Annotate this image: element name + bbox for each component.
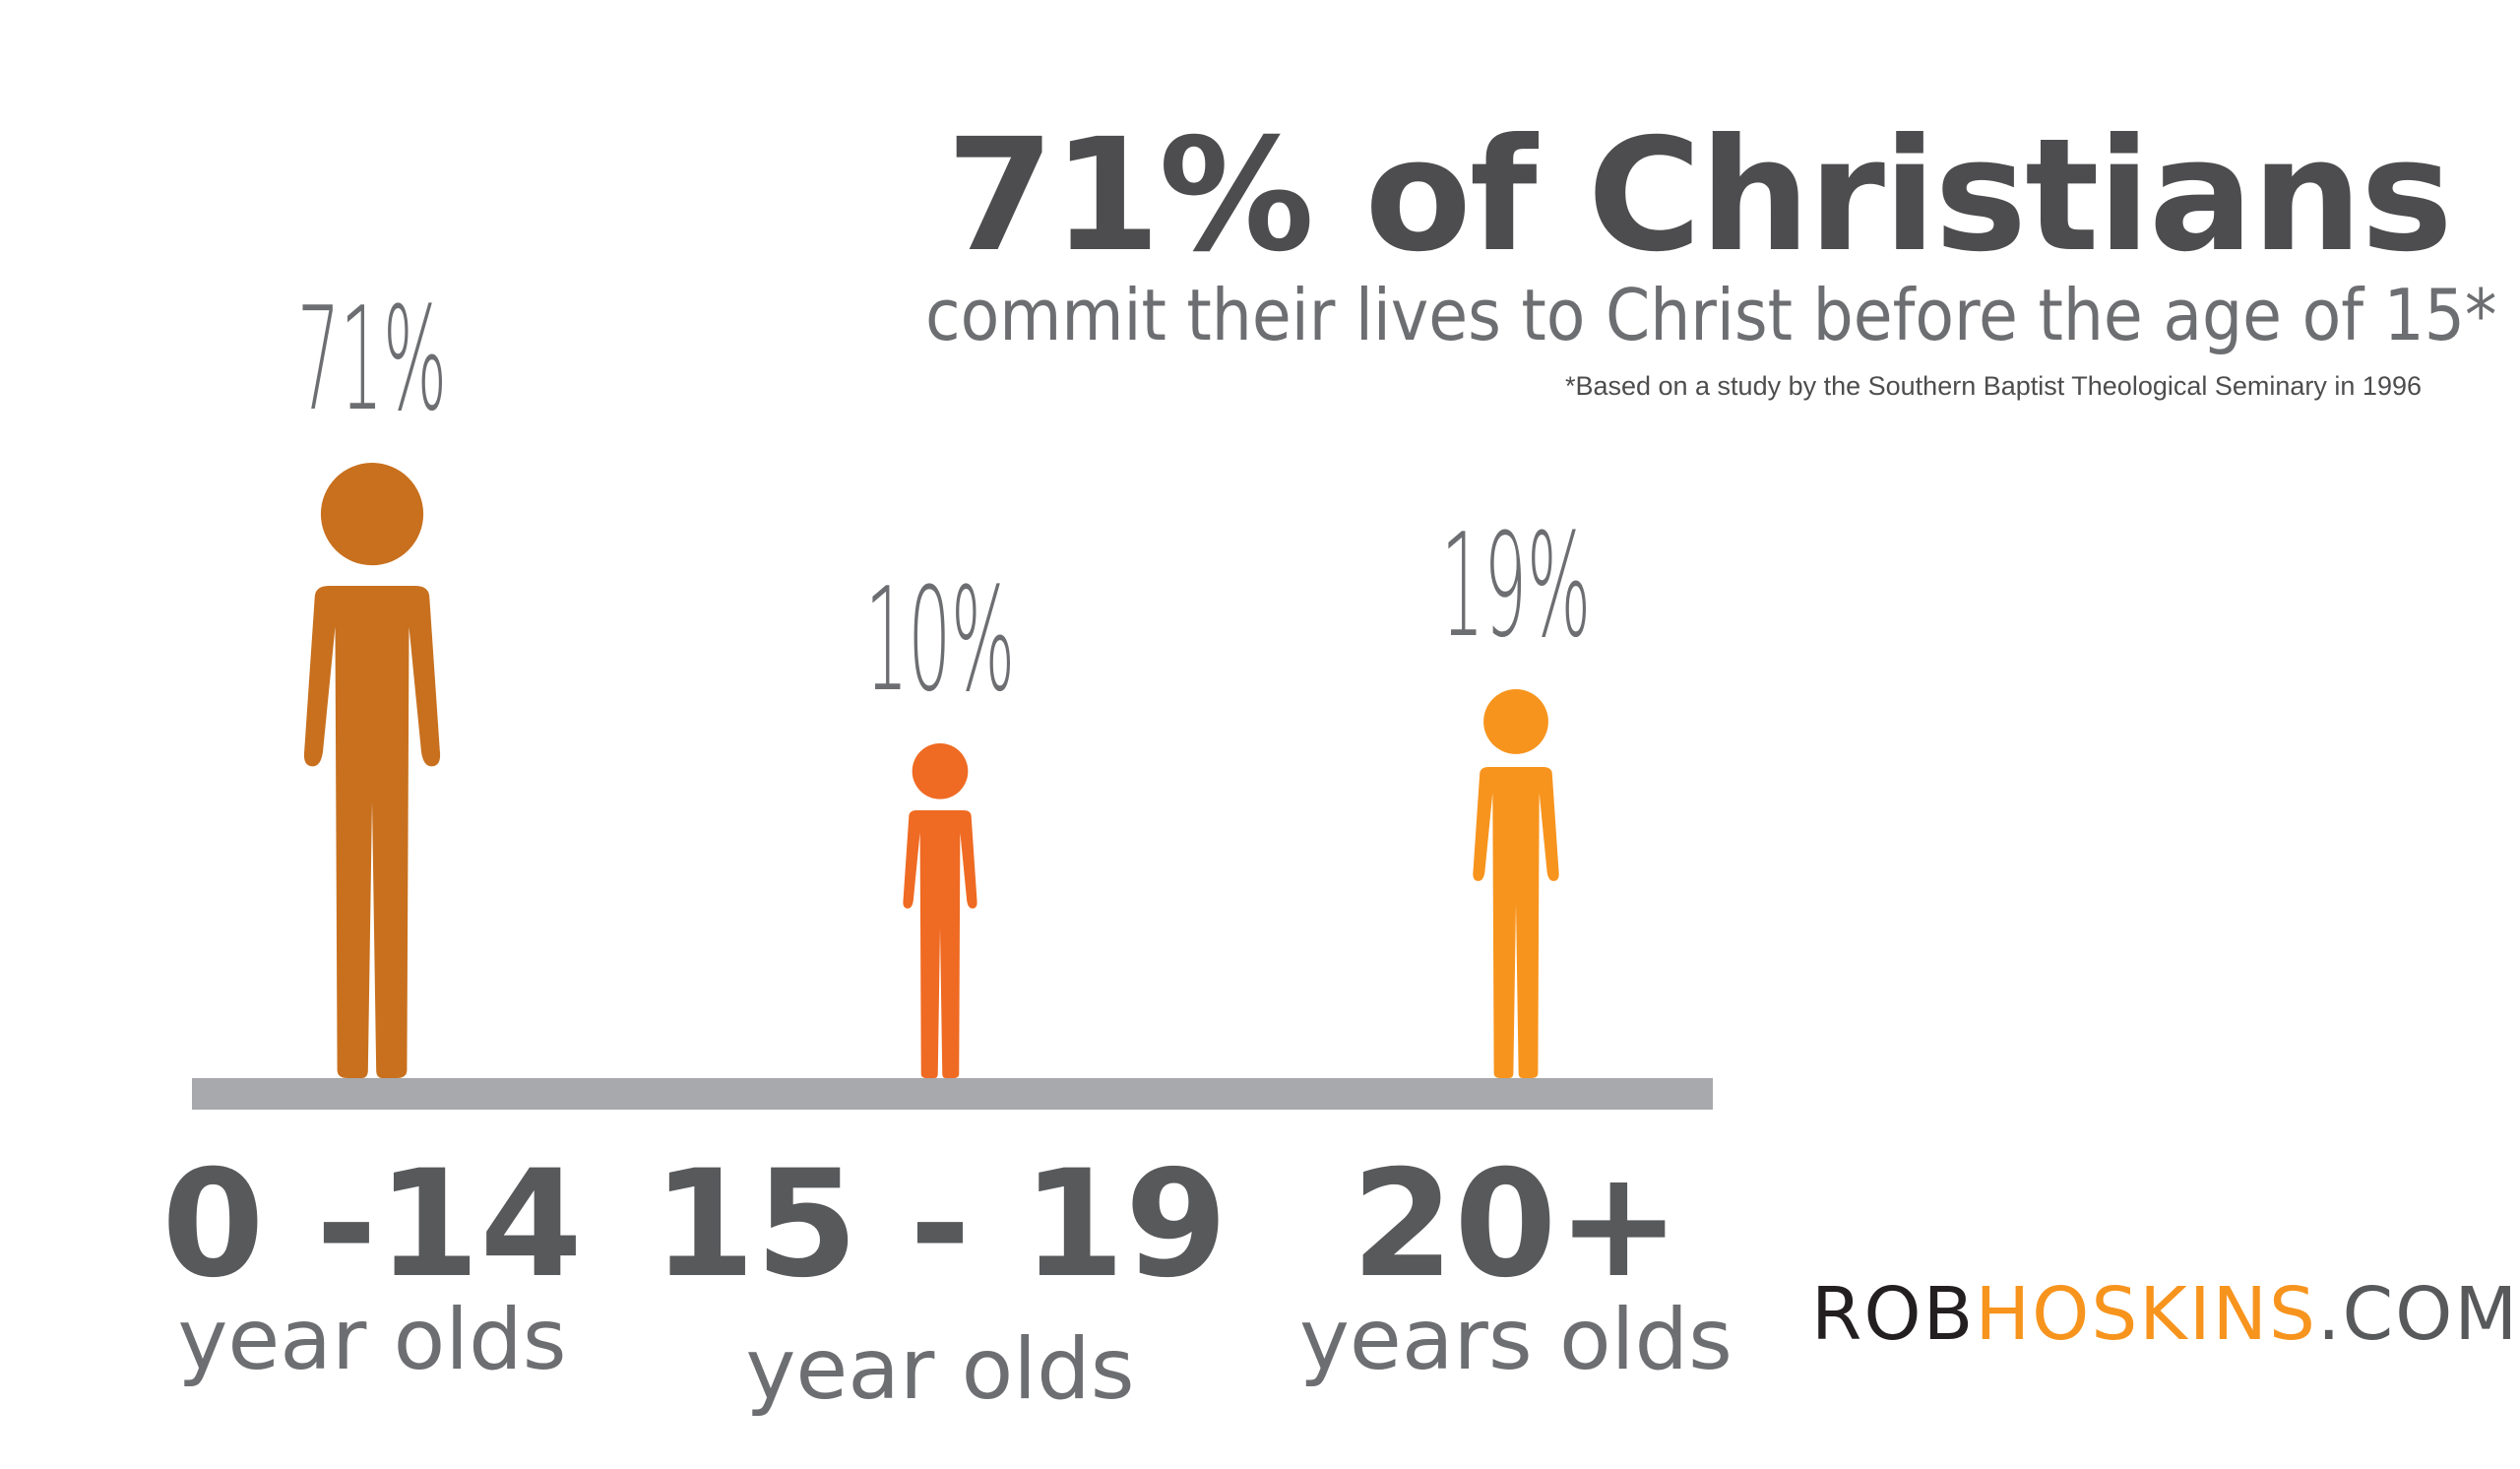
person-body-2 (903, 810, 977, 1078)
person-body-1 (303, 586, 441, 1078)
page-subtitle: commit their lives to Christ before the … (925, 274, 2497, 356)
person-head-3 (1483, 689, 1548, 754)
person-head-1 (320, 463, 424, 566)
value-label-1: 71% (297, 277, 447, 443)
footnote: *Based on a study by the Southern Baptis… (1564, 371, 2422, 401)
brand-part-hoskins: HOSKINS (1975, 1272, 2317, 1357)
category-range-3: 20+ (1352, 1139, 1680, 1310)
value-label-3: 19% (1441, 503, 1591, 670)
category-unit-2: year olds (745, 1320, 1134, 1419)
person-figure-2 (903, 743, 977, 1078)
page-title: 71% of Christians (946, 105, 2453, 287)
value-label-2: 10% (865, 557, 1015, 724)
category-unit-3: years olds (1299, 1291, 1732, 1389)
brand-part-com: .COM (2316, 1272, 2520, 1357)
person-figure-1 (303, 463, 441, 1078)
person-body-3 (1473, 767, 1559, 1078)
brand-part-rob: ROB (1811, 1272, 1976, 1357)
person-head-2 (912, 743, 969, 799)
baseline (192, 1078, 1713, 1110)
brand-logo: ROBHOSKINS.COM (1811, 1265, 2517, 1364)
category-range-1: 0 -14 (161, 1139, 583, 1310)
person-figure-3 (1473, 689, 1559, 1078)
category-range-2: 15 - 19 (653, 1139, 1228, 1310)
category-unit-1: year olds (177, 1291, 566, 1389)
